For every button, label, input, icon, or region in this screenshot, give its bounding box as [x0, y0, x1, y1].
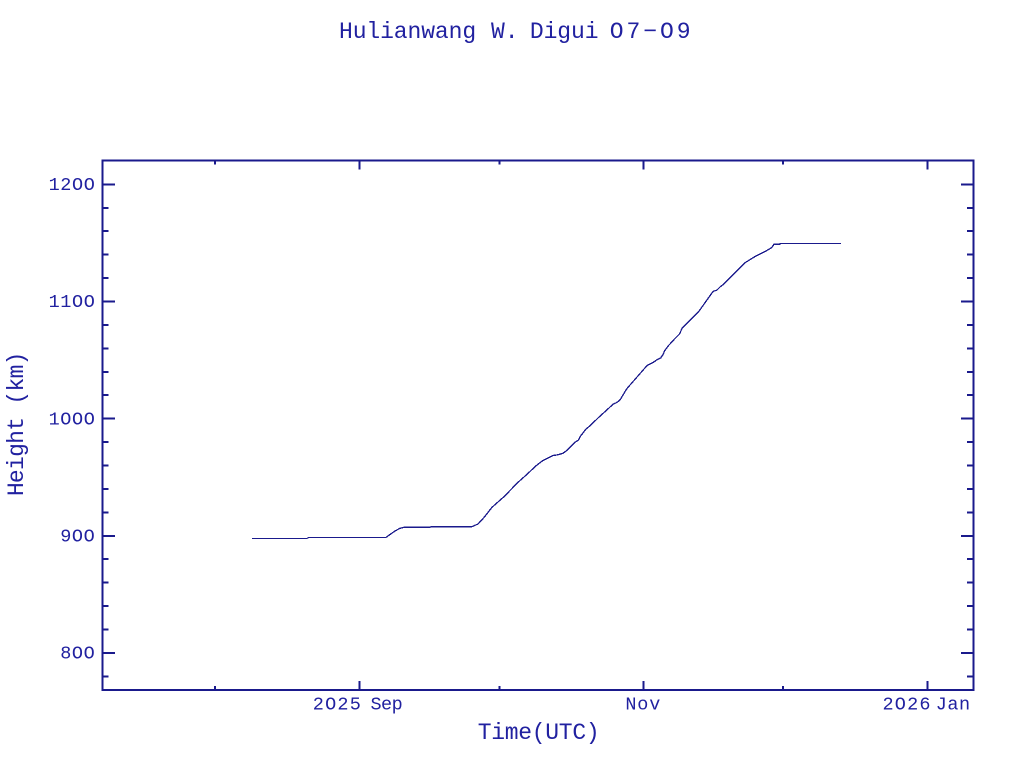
svg-text:9OO: 9OO: [60, 526, 95, 547]
svg-text:Time(UTC): Time(UTC): [478, 720, 600, 746]
svg-text:Height (km): Height (km): [4, 352, 30, 496]
svg-text:11OO: 11OO: [49, 292, 96, 313]
svg-text:1OOO: 1OOO: [49, 409, 96, 430]
svg-text:8OO: 8OO: [60, 644, 95, 665]
svg-text:Nov: Nov: [625, 695, 661, 716]
svg-text:12OO: 12OO: [49, 175, 96, 196]
